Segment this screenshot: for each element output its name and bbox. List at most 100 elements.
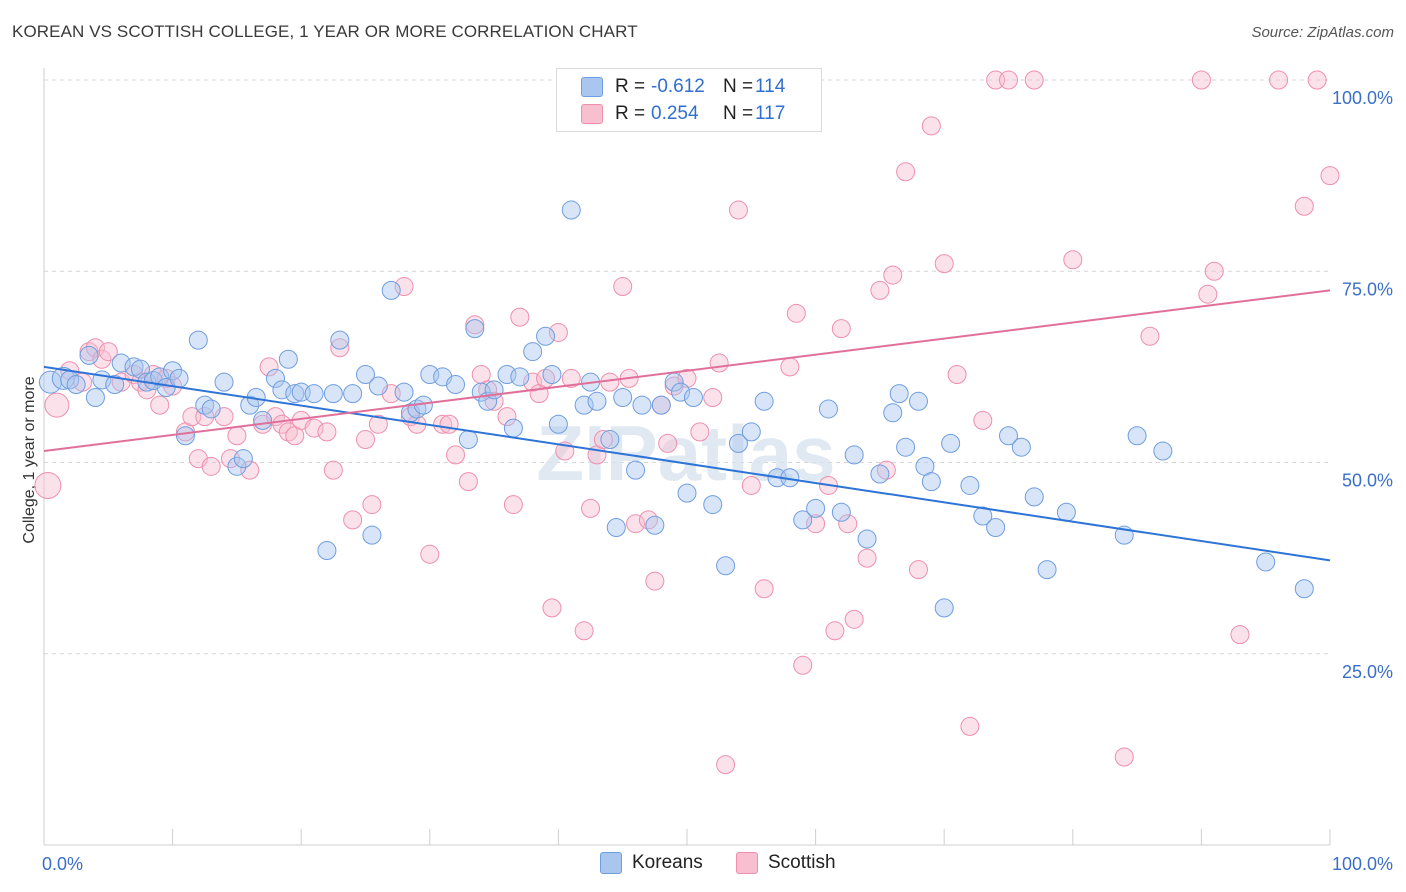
scottish-point bbox=[548, 322, 568, 342]
scottish-point bbox=[1204, 261, 1224, 281]
scottish-point bbox=[600, 372, 620, 392]
korean-point bbox=[716, 556, 736, 576]
korean-point bbox=[1127, 426, 1147, 446]
n-value: 117 bbox=[755, 103, 786, 124]
scottish-point bbox=[433, 414, 453, 434]
korean-point bbox=[986, 518, 1006, 538]
scottish-point bbox=[484, 391, 504, 411]
scottish-point bbox=[921, 116, 941, 136]
y-tick-label: 25.0% bbox=[1342, 662, 1393, 682]
korean-point bbox=[999, 426, 1018, 446]
scottish-point bbox=[825, 621, 845, 641]
scottish-point bbox=[960, 716, 980, 736]
scottish-point bbox=[240, 460, 260, 480]
r-value: 0.254 bbox=[651, 103, 699, 124]
korean-point bbox=[651, 395, 671, 415]
korean-point bbox=[973, 506, 993, 526]
scottish-point bbox=[999, 70, 1018, 90]
scottish-point bbox=[542, 598, 562, 618]
korean-point bbox=[253, 410, 273, 430]
scottish-point bbox=[1024, 70, 1044, 90]
korean-point bbox=[458, 430, 478, 450]
korean-point bbox=[632, 395, 652, 415]
scottish-point bbox=[368, 414, 388, 434]
gridlines bbox=[44, 79, 1330, 655]
scottish-point bbox=[343, 510, 363, 530]
korean-point bbox=[381, 280, 401, 300]
korean-point bbox=[272, 380, 292, 400]
korean-point bbox=[1037, 560, 1057, 580]
korean-point bbox=[285, 384, 305, 404]
korean-point bbox=[889, 384, 909, 404]
n-label: N = bbox=[723, 76, 754, 97]
legend-row-koreans: R = -0.612 N = 114 bbox=[581, 75, 785, 99]
korean-point bbox=[446, 374, 466, 394]
legend-item-scottish[interactable]: Scottish bbox=[736, 852, 836, 874]
korean-point bbox=[317, 540, 337, 560]
korean-point bbox=[857, 529, 877, 549]
legend-item-koreans[interactable]: Koreans bbox=[600, 852, 703, 874]
korean-point bbox=[1056, 502, 1076, 522]
korean-point bbox=[503, 418, 523, 438]
korean-point bbox=[548, 414, 568, 434]
korean-point bbox=[304, 384, 324, 404]
korean-point bbox=[188, 330, 208, 350]
scottish-point bbox=[883, 265, 903, 285]
korean-point bbox=[214, 372, 234, 392]
korean-point bbox=[343, 384, 363, 404]
korean-point bbox=[510, 367, 530, 387]
korean-point bbox=[818, 399, 838, 419]
korean-point bbox=[1256, 552, 1276, 572]
korean-point bbox=[960, 475, 980, 495]
legend-row-scottish: R = 0.254 N = 117 bbox=[581, 102, 785, 126]
korean-point bbox=[1011, 437, 1031, 457]
korean-point bbox=[806, 498, 826, 518]
scottish-point bbox=[195, 407, 215, 427]
y-tick-label: 100.0% bbox=[1332, 88, 1393, 108]
scottish-point bbox=[1140, 326, 1160, 346]
scottish-point bbox=[439, 414, 459, 434]
scottish-swatch bbox=[736, 852, 758, 874]
korean-point bbox=[870, 464, 890, 484]
korean-point bbox=[465, 319, 485, 339]
scottish-point bbox=[98, 342, 118, 362]
scottish-point bbox=[34, 471, 62, 499]
korean-point bbox=[728, 433, 748, 453]
scottish-point bbox=[1230, 625, 1250, 645]
chart-title: KOREAN VS SCOTTISH COLLEGE, 1 YEAR OR MO… bbox=[12, 22, 638, 41]
scottish-point bbox=[394, 277, 414, 297]
korean-point bbox=[394, 382, 414, 402]
scottish-point bbox=[227, 426, 247, 446]
scottish-point bbox=[741, 475, 761, 495]
scottish-point bbox=[510, 307, 530, 327]
n-value: 114 bbox=[755, 76, 786, 97]
scottish-point bbox=[330, 338, 350, 358]
y-tick-label: 75.0% bbox=[1342, 279, 1393, 299]
korean-point bbox=[169, 368, 189, 388]
scottish-point bbox=[703, 387, 723, 407]
korean-point bbox=[613, 387, 633, 407]
scottish-point bbox=[908, 560, 928, 580]
scottish-point bbox=[709, 353, 729, 373]
korean-point bbox=[683, 387, 703, 407]
scottish-point bbox=[317, 422, 337, 442]
scottish-point bbox=[523, 372, 543, 392]
scottish-point bbox=[362, 495, 382, 515]
scottish-point bbox=[716, 755, 736, 775]
korean-point bbox=[265, 368, 285, 388]
scottish-point bbox=[690, 422, 710, 442]
scottish-point bbox=[446, 445, 466, 465]
korean-point bbox=[941, 433, 961, 453]
r-label: R = bbox=[615, 76, 646, 97]
scottish-point bbox=[838, 514, 858, 534]
scottish-point bbox=[793, 655, 813, 675]
scottish-point bbox=[1063, 250, 1083, 270]
scottish-point bbox=[780, 357, 800, 377]
korean-point bbox=[278, 349, 298, 369]
korean-point bbox=[1024, 487, 1044, 507]
korean-point bbox=[626, 460, 646, 480]
koreans-trend-line bbox=[43, 365, 1331, 562]
korean-point bbox=[703, 495, 723, 515]
scottish-point bbox=[754, 579, 774, 599]
